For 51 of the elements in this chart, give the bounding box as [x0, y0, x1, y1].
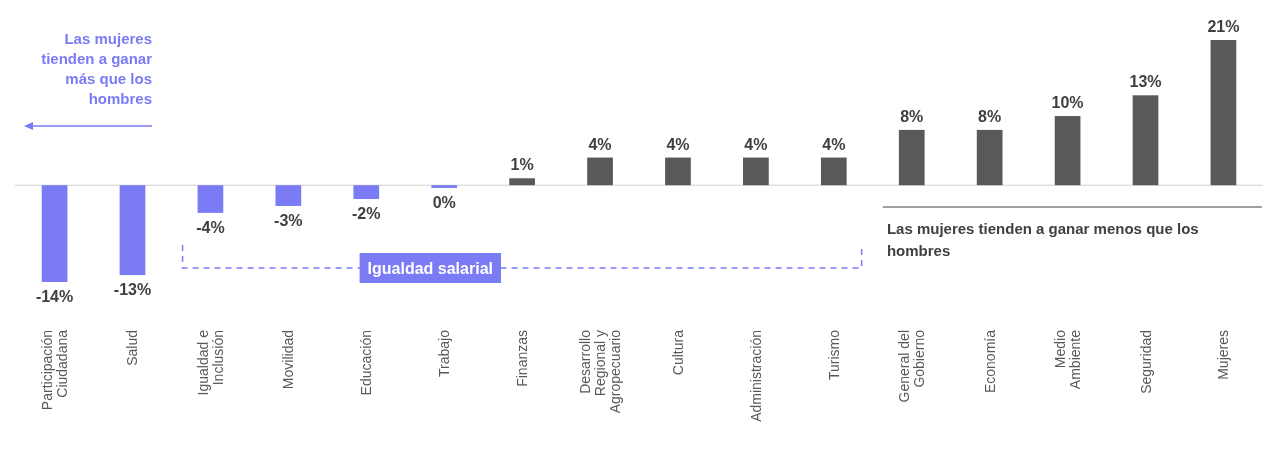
bar — [41, 185, 68, 282]
x-tick-label: Salud — [124, 330, 141, 366]
data-label: 4% — [588, 135, 612, 153]
annotation: Igualdad salarial — [367, 260, 493, 277]
annotation: Las mujeres tienden a ganar menos que los hombres — [886, 220, 1199, 259]
bar — [743, 157, 769, 186]
x-tick-label: Igualdad e Inclusión — [194, 329, 226, 396]
x-tick-label: Trabajo — [436, 329, 453, 377]
data-label: 4% — [666, 135, 690, 153]
x-tick-label: Medio Ambiente — [1052, 329, 1084, 390]
bar — [197, 185, 224, 213]
bar — [976, 129, 1003, 186]
data-label: 8% — [900, 107, 924, 125]
data-label: -13% — [113, 281, 152, 299]
bar — [509, 178, 535, 186]
bar — [119, 185, 146, 276]
data-label: -14% — [35, 288, 74, 305]
bar — [820, 157, 847, 186]
x-tick-label: General del Gobierno — [896, 329, 928, 403]
data-label: 4% — [822, 135, 846, 153]
bar — [1054, 116, 1081, 186]
bar — [665, 157, 691, 186]
data-label: -3% — [274, 211, 303, 229]
x-tick-label: Cultura — [669, 329, 686, 376]
bar — [353, 185, 380, 200]
x-tick-label: Mujeres — [1215, 330, 1232, 380]
x-tick-label: Movilidad — [280, 330, 297, 390]
data-label: 0% — [432, 193, 456, 211]
data-label: 10% — [1051, 94, 1084, 112]
x-tick-label: Turismo — [825, 329, 842, 381]
bar — [1210, 40, 1237, 186]
data-label: -4% — [196, 218, 225, 236]
x-tick-label: Desarrollo Regional y Agropecuario — [577, 329, 624, 414]
data-label: 21% — [1207, 18, 1240, 35]
x-tick-label: Educación — [358, 330, 375, 396]
data-label: -2% — [352, 205, 381, 223]
bar — [1132, 95, 1159, 186]
data-label: 8% — [978, 107, 1002, 125]
bar — [275, 185, 302, 206]
x-tick-label: Administración — [747, 330, 764, 422]
data-label: 4% — [744, 135, 768, 153]
x-tick-label: Participación Ciudadana — [39, 329, 71, 411]
bar — [898, 129, 925, 186]
data-label: 13% — [1129, 73, 1162, 91]
x-tick-label: Economía — [981, 329, 998, 394]
data-label: 1% — [510, 156, 534, 174]
annotation: Las mujeres tienden a ganar más que los hombres — [41, 30, 153, 107]
bar — [587, 157, 613, 186]
x-tick-label: Finanzas — [514, 330, 531, 387]
bar — [431, 185, 458, 188]
x-tick-label: Seguridad — [1137, 330, 1154, 394]
